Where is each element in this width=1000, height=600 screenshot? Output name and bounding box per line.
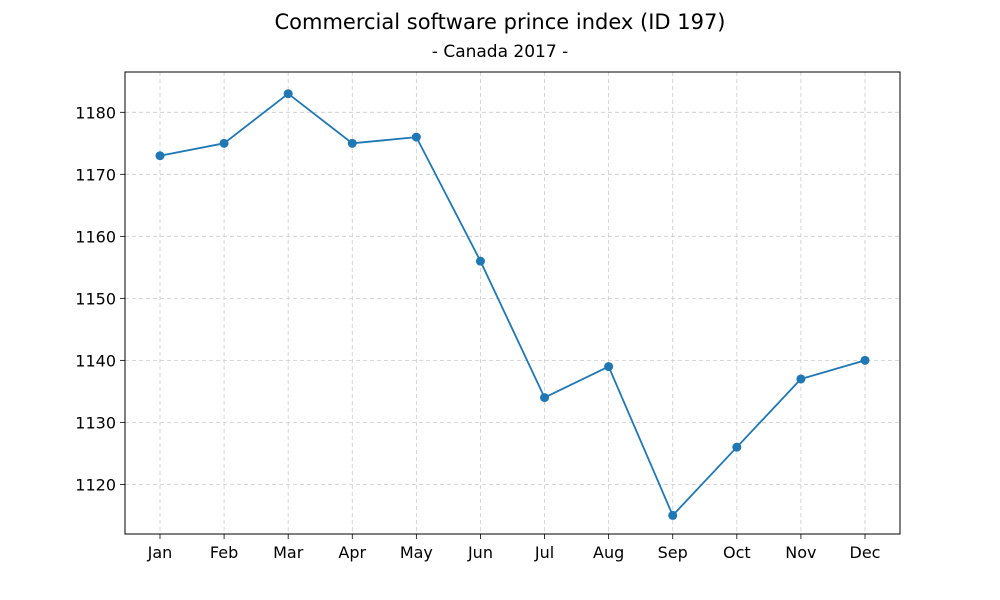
x-tick-label: Nov bbox=[785, 543, 816, 562]
data-point bbox=[219, 138, 229, 148]
data-point bbox=[732, 442, 742, 452]
y-tick-label: 1170 bbox=[75, 165, 116, 184]
series-line bbox=[159, 92, 866, 517]
x-tick-label: Aug bbox=[593, 543, 624, 562]
x-tick-label: Sep bbox=[658, 543, 688, 562]
data-point bbox=[411, 132, 421, 142]
x-tick-label: Jun bbox=[467, 543, 493, 562]
y-tick-label: 1180 bbox=[75, 103, 116, 122]
x-tick-label: Dec bbox=[850, 543, 881, 562]
data-point bbox=[540, 393, 550, 403]
y-tick-label: 1160 bbox=[75, 227, 116, 246]
data-point bbox=[796, 374, 806, 384]
grid-lines bbox=[125, 72, 900, 534]
y-tick-label: 1120 bbox=[75, 475, 116, 494]
y-tick-label: 1130 bbox=[75, 413, 116, 432]
x-tick-label: Apr bbox=[338, 543, 366, 562]
x-tick-label: May bbox=[400, 543, 433, 562]
y-tick-label: 1150 bbox=[75, 289, 116, 308]
x-tick-label: Mar bbox=[273, 543, 304, 562]
chart-title: Commercial software prince index (ID 197… bbox=[274, 10, 726, 34]
x-tick-label: Jan bbox=[147, 543, 173, 562]
data-point bbox=[155, 151, 165, 161]
y-tick-label: 1140 bbox=[75, 351, 116, 370]
data-point bbox=[283, 89, 293, 99]
x-tick-label: Feb bbox=[210, 543, 238, 562]
data-point bbox=[860, 355, 870, 365]
plot-frame bbox=[124, 71, 901, 535]
x-tick-label: Oct bbox=[723, 543, 751, 562]
data-point bbox=[604, 362, 614, 372]
data-point bbox=[347, 138, 357, 148]
x-tick-label: Jul bbox=[534, 543, 554, 562]
chart-subtitle: - Canada 2017 - bbox=[431, 42, 569, 62]
data-point bbox=[668, 510, 678, 520]
data-point bbox=[475, 256, 485, 266]
